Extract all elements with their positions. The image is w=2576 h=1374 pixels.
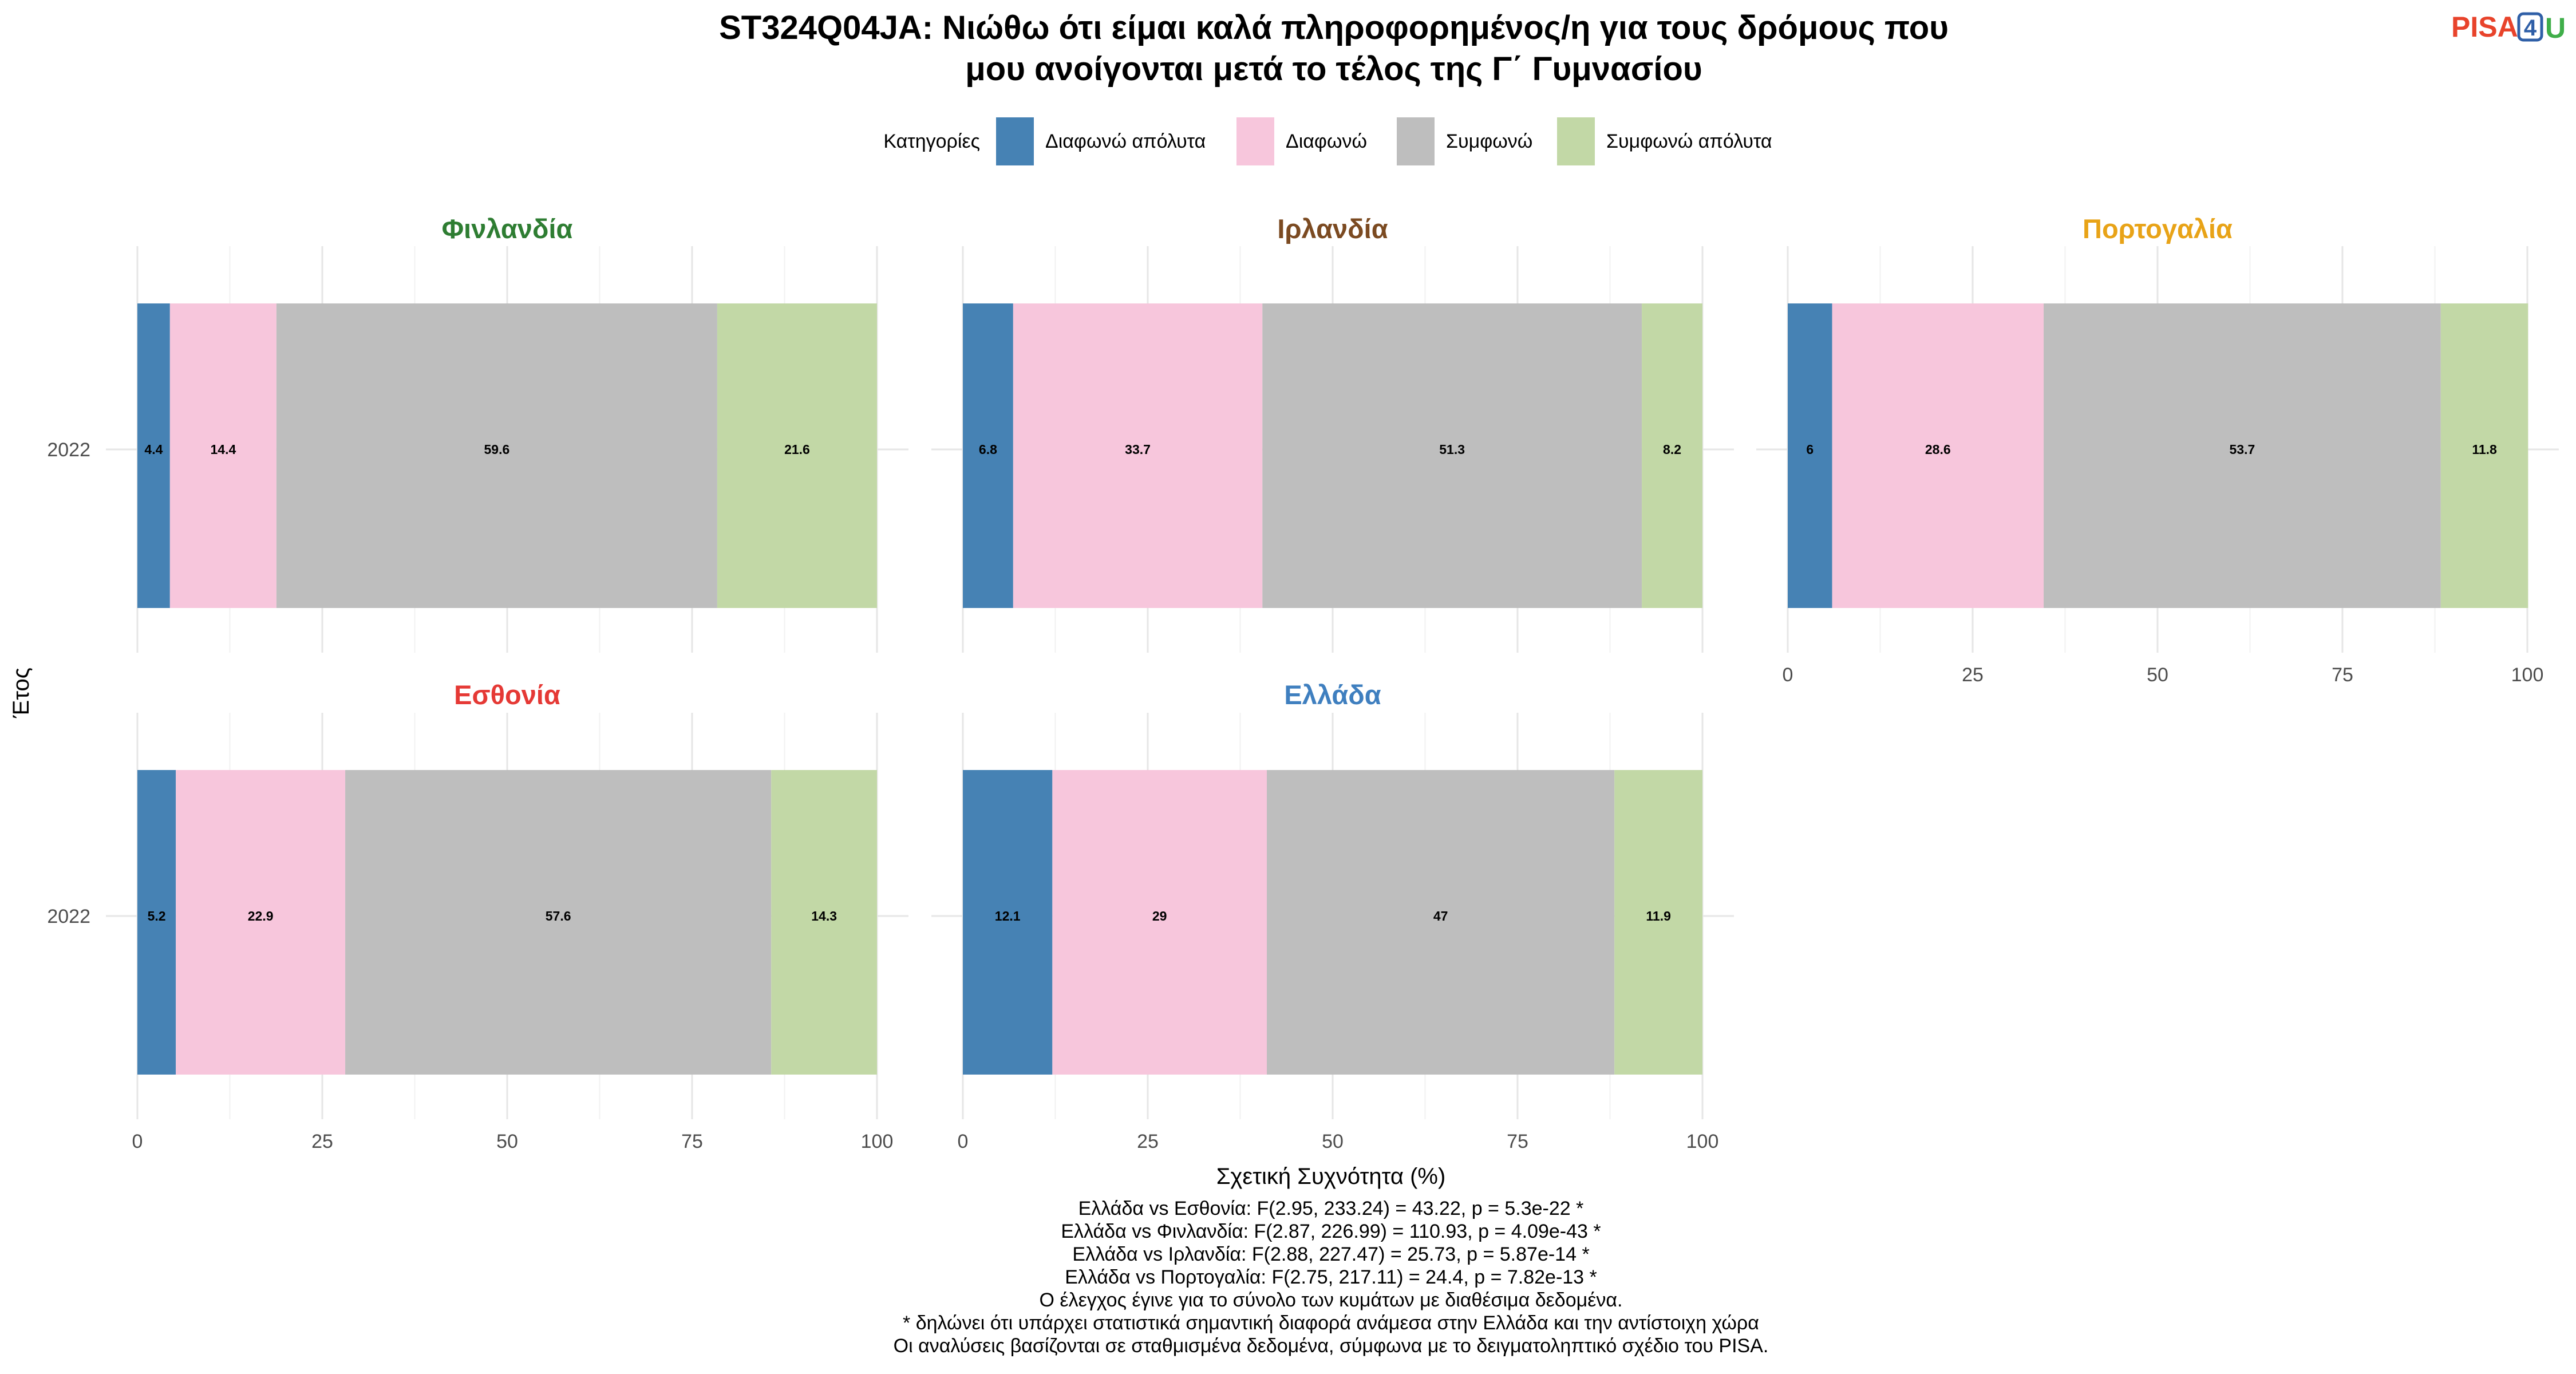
bar-value-label: 11.9: [1646, 909, 1671, 923]
legend-label: Συμφωνώ: [1446, 131, 1532, 152]
bar-value-label: 53.7: [2230, 442, 2255, 457]
legend-label: Διαφωνώ: [1286, 131, 1367, 152]
bar-value-label: 29: [1152, 909, 1167, 923]
legend: Κατηγορίες Διαφωνώ απόλυτα Διαφωνώ Συμφωνώ…: [883, 117, 1772, 165]
x-tick-label: 25: [311, 1131, 333, 1152]
bar-segment: [137, 770, 176, 1075]
bar-value-label: 33.7: [1125, 442, 1151, 457]
bar-value-label: 14.3: [811, 909, 837, 923]
bar-value-label: 59.6: [484, 442, 510, 457]
chart-title-line-2: μου ανοίγονται μετά το τέλος της Γ΄ Γυμν…: [965, 50, 1702, 88]
chart-title: ST324Q04JA: Νιώθω ότι είμαι καλά πληροφο…: [719, 9, 1949, 88]
bar-value-label: 11.8: [2472, 442, 2497, 457]
legend-title: Κατηγορίες: [883, 131, 980, 152]
x-tick-label: 50: [2147, 664, 2168, 686]
x-axis-label: Σχετική Συχνότητα (%): [1216, 1164, 1446, 1189]
pisa4u-logo: PISA 4 U: [2451, 11, 2566, 44]
facet-title: Ελλάδα: [1284, 680, 1381, 710]
bar-value-label: 8.2: [1663, 442, 1681, 457]
bar-segment: [169, 303, 276, 608]
x-tick-label: 50: [1322, 1131, 1344, 1152]
bar-value-label: 22.9: [248, 909, 274, 923]
x-tick-label: 50: [496, 1131, 518, 1152]
footnote-line: Οι αναλύσεις βασίζονται σε σταθμισμένα δ…: [894, 1335, 1769, 1357]
legend-label: Διαφωνώ απόλυτα: [1045, 131, 1206, 152]
bar-segment: [2440, 303, 2528, 608]
bar-segment: [1013, 303, 1263, 608]
legend-swatch: [1557, 117, 1595, 165]
facet-title: Πορτογαλία: [2083, 214, 2233, 244]
bar-value-label: 4.4: [144, 442, 163, 457]
bar-segment: [1832, 303, 2044, 608]
facet-title: Φινλανδία: [442, 214, 573, 244]
facet-panel: Φινλανδία 4.4 14.4 59.6 21.6 2022: [47, 214, 908, 653]
x-tick-label: 0: [132, 1131, 143, 1152]
x-tick-label: 75: [681, 1131, 703, 1152]
bar-value-label: 57.6: [546, 909, 571, 923]
x-tick-label: 100: [861, 1131, 894, 1152]
logo-four-text: 4: [2524, 15, 2537, 41]
facet-title: Ιρλανδία: [1277, 214, 1388, 244]
y-tick-label: 2022: [47, 439, 90, 461]
logo-u-text: U: [2545, 12, 2566, 44]
x-tick-label: 0: [1783, 664, 1793, 686]
footnote-line: * δηλώνει ότι υπάρχει στατιστικά σημαντι…: [903, 1312, 1759, 1334]
x-tick-label: 25: [1962, 664, 1984, 686]
facet-panel: Ιρλανδία 6.8 33.7 51.3 8.2: [931, 214, 1734, 653]
footnote-line: Ελλάδα vs Ιρλανδία: F(2.88, 227.47) = 25…: [1072, 1243, 1589, 1265]
x-tick-label: 100: [1686, 1131, 1719, 1152]
x-tick-label: 75: [1507, 1131, 1528, 1152]
logo-four-box: [2517, 12, 2543, 42]
bar-segment: [176, 770, 346, 1075]
legend-swatch: [996, 117, 1034, 165]
logo-pisa-text: PISA: [2451, 11, 2518, 43]
bar-value-label: 28.6: [1925, 442, 1951, 457]
facet-panel: Πορτογαλία 6 28.6 53.7 11.8 0 25 50 75 100: [1756, 214, 2559, 686]
bar-segment: [963, 770, 1053, 1075]
facet-panels: Φινλανδία 4.4 14.4 59.6 21.6 2022 Ιρλανδία 6.8 3…: [47, 214, 2559, 1152]
chart-title-line-1: ST324Q04JA: Νιώθω ότι είμαι καλά πληροφο…: [719, 9, 1949, 46]
footnote-line: Ο έλεγχος έγινε για το σύνολο των κυμάτω…: [1040, 1289, 1623, 1311]
y-axis-label: Έτος: [9, 668, 34, 718]
bar-segment: [963, 303, 1013, 608]
bar-segment: [771, 770, 877, 1075]
bar-value-label: 12.1: [995, 909, 1021, 923]
footnote-line: Ελλάδα vs Εσθονία: F(2.95, 233.24) = 43.…: [1078, 1198, 1584, 1219]
x-tick-label: 0: [958, 1131, 969, 1152]
x-tick-label: 25: [1137, 1131, 1159, 1152]
bar-segment: [1052, 770, 1267, 1075]
bar-segment: [137, 303, 170, 608]
x-tick-label: 100: [2511, 664, 2544, 686]
bar-value-label: 14.4: [210, 442, 236, 457]
footnote-line: Ελλάδα vs Φινλανδία: F(2.87, 226.99) = 1…: [1061, 1221, 1601, 1242]
facet-title: Εσθονία: [454, 680, 560, 710]
bar-segment: [2044, 303, 2441, 608]
bar-segment: [1614, 770, 1702, 1075]
footnote-line: Ελλάδα vs Πορτογαλία: F(2.75, 217.11) = …: [1065, 1266, 1597, 1288]
bar-segment: [1788, 303, 1832, 608]
legend-label: Συμφωνώ απόλυτα: [1606, 131, 1772, 152]
bar-segment: [276, 303, 717, 608]
facet-panel: Εσθονία 5.2 22.9 57.6 14.3 2022 0 25 50 75 100: [47, 680, 908, 1152]
bar-segment: [717, 303, 877, 608]
bar-value-label: 5.2: [148, 909, 166, 923]
legend-swatch: [1236, 117, 1274, 165]
bar-value-label: 6.8: [979, 442, 997, 457]
bar-segment: [1642, 303, 1702, 608]
footnotes: Ελλάδα vs Εσθονία: F(2.95, 233.24) = 43.…: [894, 1198, 1769, 1357]
bar-segment: [345, 770, 772, 1075]
bar-segment: [1262, 303, 1642, 608]
bar-value-label: 21.6: [784, 442, 810, 457]
bar-value-label: 6: [1806, 442, 1814, 457]
bar-segment: [1267, 770, 1615, 1075]
x-tick-label: 75: [2332, 664, 2353, 686]
bar-value-label: 47: [1433, 909, 1448, 923]
legend-swatch: [1397, 117, 1435, 165]
bar-value-label: 51.3: [1439, 442, 1465, 457]
y-tick-label: 2022: [47, 906, 90, 927]
facet-panel: Ελλάδα 12.1 29 47 11.9 0 25 50 75 100: [931, 680, 1734, 1152]
